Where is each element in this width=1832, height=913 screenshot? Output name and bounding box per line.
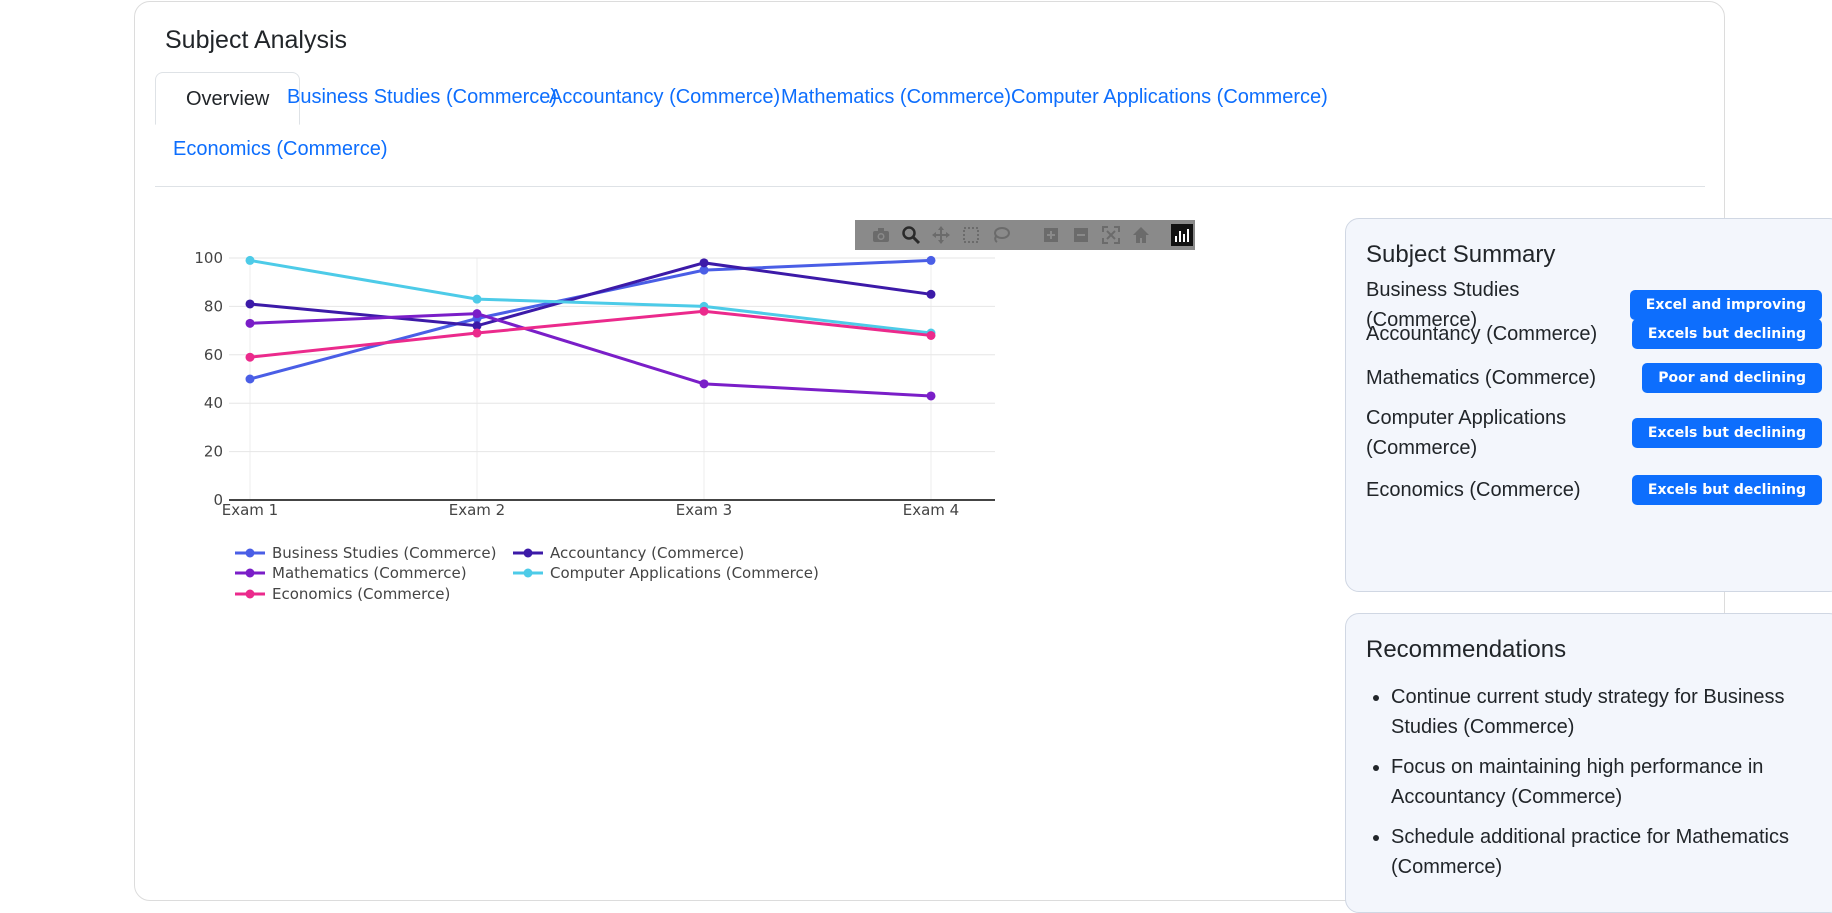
tab-computer-applications[interactable]: Computer Applications (Commerce) [1011, 86, 1328, 108]
tab-overview[interactable]: Overview [155, 72, 301, 125]
y-tick-label: 40 [204, 394, 223, 412]
status-badge: Poor and declining [1642, 363, 1822, 393]
status-badge: Excel and improving [1629, 290, 1822, 320]
x-tick-label: Exam 3 [676, 501, 732, 519]
y-tick-label: 100 [194, 249, 223, 267]
lasso-select-icon[interactable] [989, 223, 1013, 247]
plotly-logo-icon[interactable] [1171, 224, 1193, 246]
subject-summary-panel: Subject Summary Business Studies (Commer… [1345, 218, 1832, 592]
subject-tabs: Overview Business Studies (Commerce) Acc… [155, 72, 1705, 187]
legend-marker [523, 548, 533, 558]
summary-subject-name: Computer Applications (Commerce) [1366, 407, 1567, 459]
series-line [249, 261, 932, 328]
reset-axes-icon[interactable] [1129, 223, 1153, 247]
tab-accountancy[interactable]: Accountancy (Commerce) [549, 86, 781, 108]
data-point [926, 289, 936, 299]
legend-marker [523, 568, 533, 578]
data-point [699, 306, 709, 316]
data-point [245, 255, 255, 265]
data-point [926, 255, 936, 265]
list-item: Continue current study strategy for Busi… [1391, 682, 1811, 742]
series-line [249, 309, 932, 359]
legend-label: Mathematics (Commerce) [272, 564, 467, 582]
status-badge: Excels but declining [1631, 319, 1822, 349]
summary-row: Computer Applications (Commerce) Excels … [1366, 403, 1822, 463]
data-point [699, 379, 709, 389]
summary-row: Accountancy (Commerce) Excels but declin… [1366, 319, 1822, 349]
performance-line-chart: 0 20 40 60 80 100 Exam 1 Exam 2 Exam 3 Exam 4 Busi… [155, 212, 1195, 772]
summary-subject-name: Economics (Commerce) [1366, 479, 1581, 501]
y-tick-label: 0 [213, 491, 223, 509]
legend-label: Accountancy (Commerce) [550, 544, 744, 562]
recommendations-title: Recommendations [1366, 636, 1567, 663]
data-point [472, 328, 482, 338]
data-point [699, 258, 709, 268]
y-tick-label: 80 [204, 297, 223, 315]
data-point [245, 374, 255, 384]
legend-label: Economics (Commerce) [272, 585, 450, 603]
card-title: Subject Analysis [165, 26, 348, 54]
x-tick-label: Exam 1 [222, 501, 278, 519]
summary-row: Economics (Commerce) Excels but declinin… [1366, 475, 1822, 505]
series-line [249, 312, 932, 398]
x-tick-label: Exam 4 [903, 501, 959, 519]
data-point [926, 391, 936, 401]
summary-subject-name: Mathematics (Commerce) [1366, 367, 1597, 389]
pan-icon[interactable] [929, 223, 953, 247]
box-select-icon[interactable] [959, 223, 983, 247]
legend-marker [245, 568, 255, 578]
zoom-icon[interactable] [899, 223, 923, 247]
zoom-in-icon[interactable] [1039, 223, 1063, 247]
plot-area: 0 20 40 60 80 100 Exam 1 Exam 2 Exam 3 Exam 4 Busi… [194, 249, 995, 603]
subject-analysis-card: Subject Analysis Overview Business Studi… [134, 1, 1832, 913]
data-point [245, 352, 255, 362]
list-item: Focus on maintaining high performance in… [1391, 752, 1811, 812]
tab-business-studies[interactable]: Business Studies (Commerce) [287, 86, 558, 108]
data-point [472, 294, 482, 304]
data-point [926, 330, 936, 340]
tab-economics[interactable]: Economics (Commerce) [173, 138, 388, 160]
data-point [245, 318, 255, 328]
summary-title: Subject Summary [1366, 241, 1556, 268]
x-tick-label: Exam 2 [449, 501, 505, 519]
status-badge: Excels but declining [1631, 475, 1822, 505]
data-point [245, 299, 255, 309]
summary-subject-name: Business Studies (Commerce) [1366, 279, 1520, 331]
y-tick-label: 60 [204, 346, 223, 364]
status-badge: Excels but declining [1631, 418, 1822, 448]
tab-mathematics[interactable]: Mathematics (Commerce) [781, 86, 1012, 108]
recommendations-panel: Recommendations Continue current study s… [1345, 613, 1832, 913]
legend-marker [245, 589, 255, 599]
zoom-out-icon[interactable] [1069, 223, 1093, 247]
camera-icon[interactable] [869, 223, 893, 247]
summary-subject-name: Accountancy (Commerce) [1366, 323, 1598, 345]
data-point [699, 265, 709, 275]
series-line [249, 258, 932, 335]
legend-label: Business Studies (Commerce) [272, 544, 496, 562]
summary-row: Mathematics (Commerce) Poor and declinin… [1366, 363, 1822, 393]
legend-marker [245, 548, 255, 558]
data-point [472, 309, 482, 319]
list-item: Schedule additional practice for Mathema… [1391, 822, 1811, 882]
legend-label: Computer Applications (Commerce) [550, 564, 819, 582]
summary-row: Business Studies (Commerce) Excel and im… [1366, 275, 1822, 335]
data-point [472, 321, 482, 331]
autoscale-icon[interactable] [1099, 223, 1123, 247]
recommendations-list: Continue current study strategy for Busi… [1391, 682, 1811, 892]
y-tick-label: 20 [204, 443, 223, 461]
chart-modebar [855, 220, 1195, 250]
